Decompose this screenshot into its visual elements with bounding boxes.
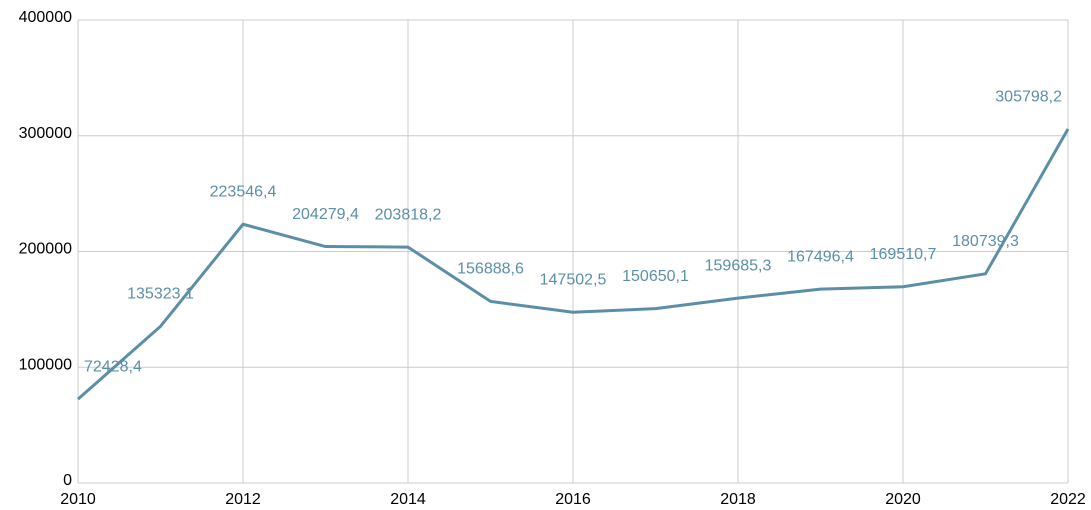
data-label: 72428,4 xyxy=(84,358,142,375)
y-tick-label: 400000 xyxy=(19,9,72,26)
data-label: 305798,2 xyxy=(995,88,1062,105)
data-label: 223546,4 xyxy=(210,183,277,200)
data-label: 204279,4 xyxy=(292,206,359,223)
data-label: 169510,7 xyxy=(870,246,937,263)
data-label: 159685,3 xyxy=(705,257,772,274)
x-tick-label: 2020 xyxy=(885,491,921,508)
data-label: 147502,5 xyxy=(540,271,607,288)
y-tick-label: 200000 xyxy=(19,241,72,258)
data-label: 156888,6 xyxy=(457,261,524,278)
data-label: 167496,4 xyxy=(787,248,854,265)
y-tick-label: 100000 xyxy=(19,356,72,373)
data-label: 135323,1 xyxy=(127,286,194,303)
y-tick-label: 0 xyxy=(63,472,72,489)
x-tick-label: 2016 xyxy=(555,491,591,508)
data-line xyxy=(77,128,1070,401)
x-tick-label: 2022 xyxy=(1050,491,1086,508)
x-tick-label: 2012 xyxy=(225,491,261,508)
x-tick-label: 2018 xyxy=(720,491,756,508)
x-tick-label: 2014 xyxy=(390,491,426,508)
data-label: 203818,2 xyxy=(375,206,442,223)
data-label: 150650,1 xyxy=(622,268,689,285)
data-label: 180739,3 xyxy=(952,233,1019,250)
x-tick-label: 2010 xyxy=(60,491,96,508)
y-tick-label: 300000 xyxy=(19,125,72,142)
